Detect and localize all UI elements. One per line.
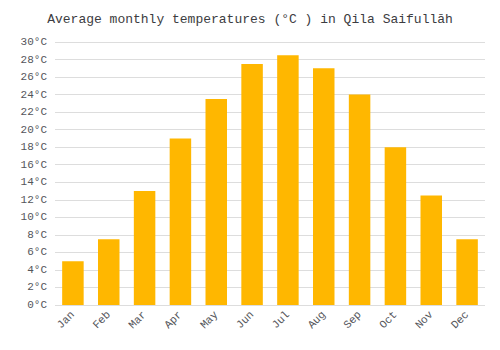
svg-text:10°C: 10°C — [21, 211, 48, 223]
svg-text:8°C: 8°C — [27, 229, 47, 241]
svg-text:Aug: Aug — [306, 309, 328, 331]
svg-text:20°C: 20°C — [21, 124, 48, 136]
svg-text:4°C: 4°C — [27, 264, 47, 276]
svg-text:24°C: 24°C — [21, 89, 48, 101]
svg-text:Sep: Sep — [341, 309, 363, 331]
svg-text:22°C: 22°C — [21, 106, 48, 118]
svg-text:28°C: 28°C — [21, 54, 48, 66]
svg-text:12°C: 12°C — [21, 194, 48, 206]
svg-text:26°C: 26°C — [21, 71, 48, 83]
svg-text:Nov: Nov — [413, 308, 436, 331]
svg-text:0°C: 0°C — [27, 299, 47, 311]
svg-text:Mar: Mar — [126, 309, 148, 331]
svg-text:Apr: Apr — [162, 309, 184, 331]
svg-text:2°C: 2°C — [27, 281, 47, 293]
svg-text:Average monthly temperatures (: Average monthly temperatures (°C ) in Qi… — [47, 12, 453, 27]
svg-text:Feb: Feb — [91, 309, 113, 331]
svg-text:6°C: 6°C — [27, 246, 47, 258]
svg-text:Dec: Dec — [449, 309, 471, 331]
svg-text:14°C: 14°C — [21, 176, 48, 188]
svg-text:Oct: Oct — [377, 309, 399, 331]
svg-text:18°C: 18°C — [21, 141, 48, 153]
svg-text:30°C: 30°C — [21, 36, 48, 48]
svg-text:16°C: 16°C — [21, 159, 48, 171]
svg-text:Jun: Jun — [234, 309, 256, 331]
svg-text:May: May — [198, 308, 221, 331]
svg-text:Jan: Jan — [55, 309, 77, 331]
svg-text:Jul: Jul — [270, 309, 292, 331]
